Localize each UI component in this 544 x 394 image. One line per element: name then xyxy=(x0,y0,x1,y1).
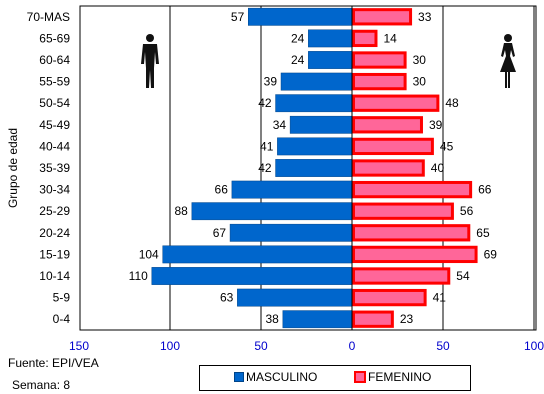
value-label-femenino: 40 xyxy=(431,161,445,175)
bar-femenino xyxy=(352,288,427,307)
value-label-masculino: 38 xyxy=(265,312,279,326)
x-tick-label: 0 xyxy=(349,339,356,353)
bar-femenino xyxy=(352,310,394,328)
value-labels: 57 33 24 14 24 30 39 30 42 48 34 39 41 45 42 40 66 66 88 56… xyxy=(129,10,498,326)
bar-femenino xyxy=(352,94,440,112)
plot-area xyxy=(79,5,537,331)
age-group-label: 30-34 xyxy=(39,183,70,197)
bar-masculino xyxy=(308,51,353,69)
age-group-label: 20-24 xyxy=(39,226,70,240)
legend-item-masculino: MASCULINO xyxy=(234,370,317,384)
bar-masculino xyxy=(151,267,353,285)
value-label-masculino: 42 xyxy=(258,96,272,110)
bar-masculino xyxy=(277,137,353,156)
legend: MASCULINO FEMENINO xyxy=(199,365,471,391)
bar-femenino xyxy=(352,72,407,91)
x-tick-label: 150 xyxy=(69,339,89,353)
bar-femenino xyxy=(352,224,471,242)
bar-masculino xyxy=(289,115,353,134)
bar-femenino xyxy=(352,202,454,220)
value-label-femenino: 14 xyxy=(383,31,397,45)
value-label-femenino: 23 xyxy=(400,312,414,326)
bar-femenino xyxy=(352,159,425,177)
bar-masculino xyxy=(231,180,353,199)
bar-masculino xyxy=(191,202,353,221)
value-label-masculino: 34 xyxy=(273,118,287,132)
value-label-femenino: 48 xyxy=(445,96,459,110)
x-tick-label: 50 xyxy=(254,339,268,353)
value-label-femenino: 39 xyxy=(429,118,443,132)
age-group-label: 10-14 xyxy=(39,269,70,283)
value-label-masculino: 67 xyxy=(213,226,227,240)
value-label-femenino: 65 xyxy=(476,226,490,240)
legend-label-femenino: FEMENINO xyxy=(368,370,432,384)
value-label-masculino: 24 xyxy=(291,53,305,67)
x-tick-label: 50 xyxy=(436,339,450,353)
age-group-label: 70-MAS xyxy=(27,10,70,24)
value-label-masculino: 39 xyxy=(264,75,278,89)
legend-item-femenino: FEMENINO xyxy=(354,370,431,384)
bar-femenino xyxy=(352,245,478,264)
value-label-masculino: 41 xyxy=(260,139,274,153)
bar-masculino xyxy=(237,288,353,307)
x-tick-label: 100 xyxy=(160,339,180,353)
age-group-label: 50-54 xyxy=(39,96,70,110)
age-group-ticks: 70-MAS 65-69 60-64 55-59 50-54 45-49 40-44 35-3… xyxy=(27,10,71,326)
value-label-femenino: 54 xyxy=(456,269,470,283)
age-group-label: 25-29 xyxy=(39,204,70,218)
value-label-femenino: 69 xyxy=(484,247,498,261)
value-label-masculino: 57 xyxy=(231,10,245,24)
bar-femenino xyxy=(352,180,473,199)
woman-silhouette-icon xyxy=(500,34,516,88)
source-note: Fuente: EPI/VEA xyxy=(8,356,99,370)
bar-masculino xyxy=(248,7,353,26)
age-group-label: 40-44 xyxy=(39,139,70,153)
x-tick-label: 100 xyxy=(524,339,544,353)
legend-label-masculino: MASCULINO xyxy=(246,370,318,384)
legend-swatch-femenino xyxy=(354,371,366,383)
bar-femenino xyxy=(352,51,407,69)
bar-masculino xyxy=(229,223,353,242)
age-group-label: 60-64 xyxy=(39,53,70,67)
bar-femenino xyxy=(352,267,451,285)
bar-femenino xyxy=(352,116,423,134)
value-label-femenino: 66 xyxy=(478,183,492,197)
bar-femenino xyxy=(352,8,413,26)
value-label-masculino: 66 xyxy=(215,183,229,197)
age-group-label: 35-39 xyxy=(39,161,70,175)
value-label-femenino: 56 xyxy=(460,204,474,218)
value-label-femenino: 30 xyxy=(413,53,427,67)
value-label-masculino: 88 xyxy=(174,204,188,218)
week-note: Semana: 8 xyxy=(12,378,71,392)
bar-femenino xyxy=(352,137,434,156)
value-label-masculino: 24 xyxy=(291,31,305,45)
value-label-masculino: 63 xyxy=(220,291,234,305)
bars xyxy=(151,6,478,330)
value-label-femenino: 30 xyxy=(413,75,427,89)
bar-masculino xyxy=(275,159,353,177)
age-group-label: 0-4 xyxy=(53,312,71,326)
y-axis-label: Grupo de edad xyxy=(6,128,20,208)
age-group-label: 5-9 xyxy=(53,291,71,305)
bar-masculino xyxy=(308,29,353,48)
value-label-femenino: 33 xyxy=(418,10,432,24)
value-label-femenino: 41 xyxy=(433,291,447,305)
value-label-masculino: 42 xyxy=(258,161,272,175)
man-silhouette-icon xyxy=(141,34,159,88)
bar-masculino xyxy=(280,72,353,91)
bar-femenino xyxy=(352,29,378,48)
age-group-label: 45-49 xyxy=(39,118,70,132)
value-label-masculino: 104 xyxy=(139,247,159,261)
bar-masculino xyxy=(275,94,353,113)
bar-masculino xyxy=(162,245,353,264)
x-axis-ticks: 150 100 50 0 50 100 xyxy=(69,339,544,353)
value-label-masculino: 110 xyxy=(129,269,148,283)
value-label-femenino: 45 xyxy=(440,139,454,153)
age-group-label: 15-19 xyxy=(39,247,70,261)
age-group-label: 65-69 xyxy=(39,31,70,45)
bar-masculino xyxy=(282,310,353,329)
age-group-label: 55-59 xyxy=(39,75,70,89)
legend-swatch-masculino xyxy=(234,372,244,382)
